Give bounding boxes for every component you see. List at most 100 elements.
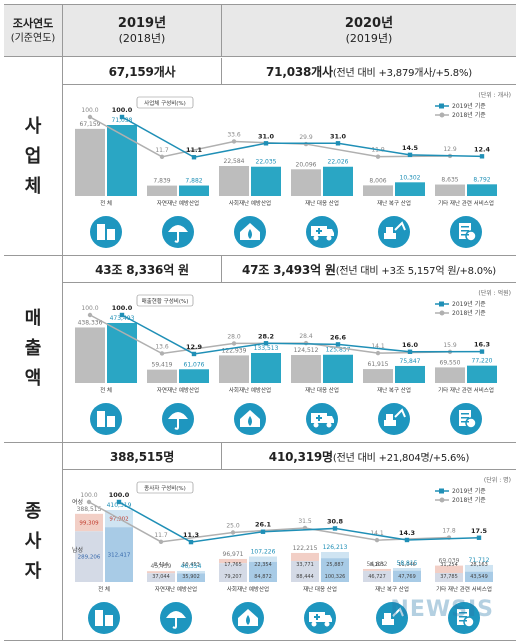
share-point (335, 342, 341, 347)
share-point (404, 537, 410, 543)
bar-female-label: 99,309 (79, 521, 99, 527)
bar (219, 166, 249, 196)
share-value-label: 14.1 (370, 530, 384, 537)
document-service-icon (450, 403, 482, 435)
share-point (119, 312, 125, 318)
bar-value-label: 96,971 (223, 551, 244, 558)
bar-value-label: 8,635 (441, 177, 458, 184)
bar (363, 185, 393, 196)
icon-circle (378, 216, 410, 248)
bar-male (177, 573, 205, 582)
bar-female-label: 31,254 (440, 562, 458, 568)
header-survey-year-title: 조사연도 (12, 16, 54, 30)
category-label: 기타 재난 관련 서비스업 (436, 585, 492, 593)
header-survey-year: 조사연도 (기준연도) (4, 5, 62, 57)
bar (395, 182, 425, 196)
section-label-char: 사 (24, 531, 42, 552)
bar-female (147, 571, 175, 574)
category-label: 재난 대응 산업 (303, 585, 337, 593)
gender-label-male: 남성 (72, 546, 83, 554)
share-point (231, 139, 237, 144)
share-point (231, 341, 237, 346)
bar-male (321, 558, 349, 582)
share-point (116, 499, 122, 505)
bar-value-label: 22,026 (328, 159, 349, 166)
employee-total-2020: 410,319명 (전년 대비 +21,804명/+5.6%) (222, 443, 516, 469)
share-point (263, 141, 269, 146)
share-value-label: 17.5 (471, 527, 488, 535)
bar-value-label: 20,096 (296, 161, 317, 168)
share-value-label: 100.0 (112, 106, 133, 114)
section-label-employees: 종 사 자 (4, 443, 62, 641)
icon-circle (378, 403, 410, 435)
share-value-label: 13.6 (155, 343, 169, 350)
excavator-icon (376, 602, 408, 634)
bar (323, 354, 353, 383)
header-2020-sub: (2019년) (345, 31, 393, 45)
share-point (260, 529, 266, 534)
bar (147, 185, 177, 196)
business-total-2020-value: 71,038개사 (266, 64, 333, 79)
bar-value-label: 54,832 (367, 561, 388, 568)
bar-value-label: 22,584 (224, 158, 245, 165)
bar (219, 355, 249, 383)
share-point (159, 154, 165, 160)
bar-female (465, 564, 493, 572)
bar (323, 166, 353, 196)
building-icon (90, 216, 122, 248)
bar-female (249, 556, 277, 562)
building-icon (90, 403, 122, 435)
disaster-industry-table: 조사연도 (기준연도) 2019년 (2018년) 2020년 (2019년) … (4, 4, 516, 641)
section-label-char: 출 (24, 338, 42, 359)
bar-value-label: 125,837 (326, 347, 351, 354)
storm-umbrella-icon (162, 216, 194, 248)
bar-female-label: 22,354 (254, 562, 272, 568)
bar-male-label: 88,444 (296, 574, 314, 580)
bar-value-label: 46,354 (181, 563, 202, 570)
share-value-label: 30.8 (327, 517, 344, 525)
bar-value-label: 77,220 (472, 358, 493, 365)
share-value-label: 11.1 (186, 146, 203, 154)
share-line-2019 (118, 501, 480, 543)
share-value-label: 31.0 (330, 132, 347, 140)
share-value-label: 11.7 (155, 147, 169, 154)
header-2020: 2020년 (2019년) (222, 5, 516, 57)
category-label: 재난 복구 산업 (377, 199, 411, 207)
employee-total-2019: 388,515명 (109, 449, 175, 464)
bar-male (105, 527, 133, 582)
share-point (87, 312, 93, 318)
bar-female (393, 568, 421, 571)
bar-male-label: 79,207 (224, 574, 242, 580)
share-value-label: 28.4 (299, 333, 313, 340)
section-label-char: 액 (24, 368, 42, 389)
bar (179, 369, 209, 383)
bar (363, 369, 393, 383)
share-point (476, 535, 482, 540)
share-badge-label: 종사자 구성비(%) (144, 484, 186, 492)
bar-value-label: 8,792 (473, 176, 490, 183)
legend-2018-marker (439, 310, 445, 316)
share-line-2019 (121, 314, 483, 355)
share-value-label: 100.0 (109, 491, 130, 499)
share-badge (136, 294, 194, 307)
bar-value-label: 22,035 (256, 159, 277, 166)
bar-value-label: 107,226 (251, 549, 276, 556)
ambulance-icon (306, 403, 338, 435)
share-badge (136, 96, 194, 109)
share-value-label: 16.3 (474, 341, 490, 349)
share-point (332, 526, 338, 531)
bar (395, 365, 425, 383)
share-point (407, 349, 413, 354)
bar (107, 323, 137, 383)
chart-unit: (단위 : 명) (484, 476, 511, 484)
business-total-2020: 71,038개사 (전년 대비 +3,879개사/+5.8%) (222, 58, 516, 84)
bar-male-label: 35,902 (182, 574, 200, 580)
bar-value-label: 69,550 (440, 359, 461, 366)
bar (75, 327, 105, 383)
bar-male-label: 47,769 (398, 574, 416, 580)
share-value-label: 28.0 (227, 333, 241, 340)
bar-value-label: 7,839 (153, 178, 170, 185)
category-label: 전 체 (100, 199, 112, 207)
bar-value-label: 58,815 (397, 560, 418, 567)
